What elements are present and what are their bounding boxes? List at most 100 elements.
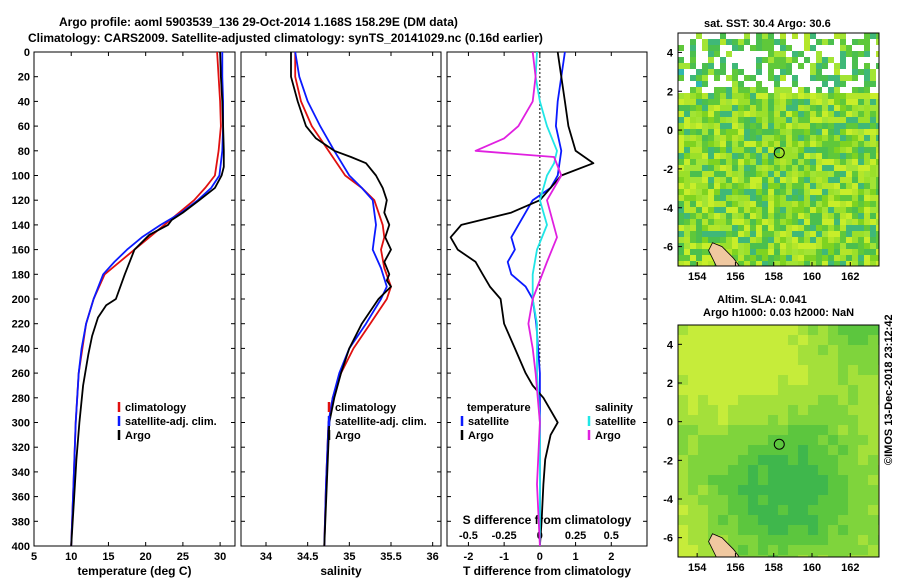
- sst-map-cell: [738, 147, 744, 153]
- sla-map-cell: [748, 435, 758, 445]
- sla-map-cell: [718, 495, 728, 505]
- sst-map-cell: [738, 207, 744, 213]
- sla-map-cell: [798, 325, 808, 335]
- sla-map-cell: [868, 455, 878, 465]
- sst-map-cell: [846, 189, 852, 195]
- sst-map-cell: [714, 225, 720, 231]
- sst-map-cell: [702, 153, 708, 159]
- sla-map-cell: [828, 415, 838, 425]
- sla-map-cell: [708, 505, 718, 515]
- sla-map-cell: [688, 355, 698, 365]
- sst-map-cell: [786, 135, 792, 141]
- sst-map-cell: [846, 237, 852, 243]
- sst-map-cell: [864, 141, 870, 147]
- sst-map-cell: [858, 213, 864, 219]
- sst-map-cell: [714, 159, 720, 165]
- sla-map-cell: [698, 535, 708, 545]
- sst-map-cell: [852, 117, 858, 123]
- sla-map-cell: [868, 545, 878, 555]
- sst-map-cell: [780, 75, 786, 81]
- sst-map-cell: [828, 57, 834, 63]
- sst-map-cell: [822, 201, 828, 207]
- sst-map-cell: [708, 69, 714, 75]
- sst-map-cell: [798, 111, 804, 117]
- depth-y-tick-label: 20: [18, 72, 30, 84]
- sst-map-cell: [720, 99, 726, 105]
- sst-map-cell: [834, 69, 840, 75]
- sst-map-cell: [768, 237, 774, 243]
- sla-map-cell: [838, 445, 848, 455]
- sst-map-cell: [828, 207, 834, 213]
- sst-map-cell: [684, 219, 690, 225]
- sla-map-cell: [788, 365, 798, 375]
- sst-map-cell: [756, 219, 762, 225]
- sla-map-cell: [828, 455, 838, 465]
- sst-map-cell: [762, 45, 768, 51]
- sst-map-cell: [816, 219, 822, 225]
- sst-map-cell: [678, 69, 684, 75]
- sst-map-cell: [828, 183, 834, 189]
- sla-map-cell: [828, 365, 838, 375]
- sst-map-cell: [876, 237, 879, 243]
- sst-map-cell: [726, 165, 732, 171]
- sst-map-cell: [816, 69, 822, 75]
- sst-map-cell: [744, 249, 750, 255]
- sst-map-cell: [822, 93, 828, 99]
- sst-map-cell: [858, 171, 864, 177]
- sst-map-cell: [870, 183, 876, 189]
- sst-map-cell: [750, 219, 756, 225]
- sla-map-cell: [688, 415, 698, 425]
- sla-map-cell: [688, 495, 698, 505]
- sdiff-tick-label: 0.25: [565, 530, 586, 542]
- sla-map-x-tick-label: 154: [688, 562, 707, 574]
- sst-map-cell: [708, 207, 714, 213]
- sst-map-cell: [804, 261, 810, 266]
- sst-map-cell: [768, 117, 774, 123]
- sst-map-cell: [756, 165, 762, 171]
- sst-map-cell: [744, 141, 750, 147]
- sst-map-cell: [858, 99, 864, 105]
- sla-map-cell: [848, 385, 858, 395]
- sst-map-cell: [744, 75, 750, 81]
- sst-map-cell: [822, 171, 828, 177]
- sst-map-cell: [858, 231, 864, 237]
- sst-map-cell: [768, 45, 774, 51]
- sla-map-cell: [698, 355, 708, 365]
- sst-map-cell: [852, 147, 858, 153]
- sst-map-cell: [732, 147, 738, 153]
- sla-map-cell: [818, 365, 828, 375]
- sst-map-cell: [726, 117, 732, 123]
- sla-map-cell: [738, 525, 748, 535]
- sla-map-cell: [838, 525, 848, 535]
- sst-map-cell: [696, 123, 702, 129]
- sst-map-cell: [828, 231, 834, 237]
- sla-map-cell: [868, 535, 878, 545]
- sst-map-cell: [762, 165, 768, 171]
- sst-map-cell: [816, 171, 822, 177]
- sst-map-cell: [738, 219, 744, 225]
- sst-map-cell: [708, 231, 714, 237]
- sst-map-cell: [678, 213, 684, 219]
- sla-map-cell: [788, 445, 798, 455]
- sla-map-cell: [778, 535, 788, 545]
- sst-map-cell: [786, 105, 792, 111]
- sla-map-cell: [838, 375, 848, 385]
- sst-map-cell: [792, 177, 798, 183]
- sst-map-cell: [744, 135, 750, 141]
- sst-map-cell: [708, 201, 714, 207]
- sla-map-cell: [688, 475, 698, 485]
- sla-map-cell: [688, 365, 698, 375]
- sst-map-cell: [738, 249, 744, 255]
- sst-map-cell: [828, 171, 834, 177]
- sst-map-cell: [840, 207, 846, 213]
- sst-map-cell: [678, 231, 684, 237]
- sst-map-cell: [690, 207, 696, 213]
- sst-map-cell: [840, 171, 846, 177]
- sst-map-cell: [792, 213, 798, 219]
- sst-map-cell: [726, 207, 732, 213]
- sst-map-cell: [840, 63, 846, 69]
- sst-map-cell: [720, 111, 726, 117]
- sst-map-cell: [684, 171, 690, 177]
- sst-map-cell: [822, 237, 828, 243]
- sst-map-cell: [720, 237, 726, 243]
